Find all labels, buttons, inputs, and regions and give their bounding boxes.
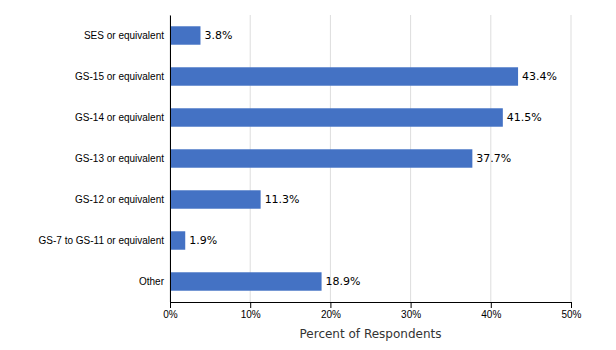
x-tick-mark <box>170 302 171 308</box>
x-tick-label: 50% <box>561 309 581 320</box>
y-tick-label: GS-7 to GS-11 or equivalent <box>39 235 165 246</box>
bar <box>170 108 503 126</box>
chart: 0% 10% 20% 30% 40% 50% SES or equivalent GS-15 … <box>0 0 616 350</box>
y-tick: SES or equivalent <box>84 30 170 41</box>
x-tick: 50% <box>561 302 581 320</box>
data-label: 1.9% <box>189 234 217 247</box>
bar <box>170 190 261 208</box>
x-tick-label: 40% <box>481 309 501 320</box>
x-tick-mark <box>330 302 331 308</box>
grid <box>170 15 571 302</box>
x-axis-line <box>171 303 572 309</box>
x-axis-title: Percent of Respondents <box>300 327 442 341</box>
y-tick-label: GS-13 or equivalent <box>75 153 164 164</box>
x-tick-label: 20% <box>321 309 341 320</box>
data-label: 3.8% <box>204 29 232 42</box>
y-tick: GS-13 or equivalent <box>75 153 170 164</box>
x-tick-mark <box>571 302 572 308</box>
x-tick-mark <box>250 302 251 308</box>
y-tick-label: GS-14 or equivalent <box>75 112 164 123</box>
x-tick: 20% <box>321 302 341 320</box>
bar <box>170 272 322 290</box>
data-label: 11.3% <box>265 193 300 206</box>
y-tick: GS-14 or equivalent <box>75 112 170 123</box>
grid-line <box>571 15 572 302</box>
data-label: 41.5% <box>507 111 542 124</box>
data-label: 37.7% <box>476 152 511 165</box>
y-tick-label: GS-12 or equivalent <box>75 194 164 205</box>
data-label: 18.9% <box>326 275 361 288</box>
y-axis-line <box>170 16 171 303</box>
x-tick-label: 30% <box>401 309 421 320</box>
y-axis: SES or equivalent GS-15 or equivalent GS-1… <box>39 16 171 303</box>
data-labels: 3.8% 43.4% 41.5% 37.7% 11.3% 1.9% 18.9% <box>189 29 557 288</box>
x-tick-mark <box>491 302 492 308</box>
bar <box>170 67 518 85</box>
bar <box>170 149 472 167</box>
grid-line <box>170 15 171 302</box>
y-tick-label: SES or equivalent <box>84 30 164 41</box>
y-tick: GS-12 or equivalent <box>75 194 170 205</box>
x-tick: 0% <box>163 302 178 320</box>
y-tick: GS-15 or equivalent <box>75 71 170 82</box>
y-tick-label: GS-15 or equivalent <box>75 71 164 82</box>
y-tick: Other <box>139 276 170 287</box>
x-tick-label: 0% <box>163 309 178 320</box>
x-tick-label: 10% <box>241 309 261 320</box>
y-tick-label: Other <box>139 276 165 287</box>
x-tick: 40% <box>481 302 501 320</box>
y-tick: GS-7 to GS-11 or equivalent <box>39 235 170 246</box>
x-tick-mark <box>411 302 412 308</box>
x-tick: 30% <box>401 302 421 320</box>
x-axis: 0% 10% 20% 30% 40% 50% <box>163 302 581 320</box>
x-tick: 10% <box>241 302 261 320</box>
bar <box>170 231 185 249</box>
plot: 0% 10% 20% 30% 40% 50% SES or equivalent GS-15 … <box>39 15 582 341</box>
bars <box>170 26 518 290</box>
bar <box>170 26 200 44</box>
data-label: 43.4% <box>522 70 557 83</box>
